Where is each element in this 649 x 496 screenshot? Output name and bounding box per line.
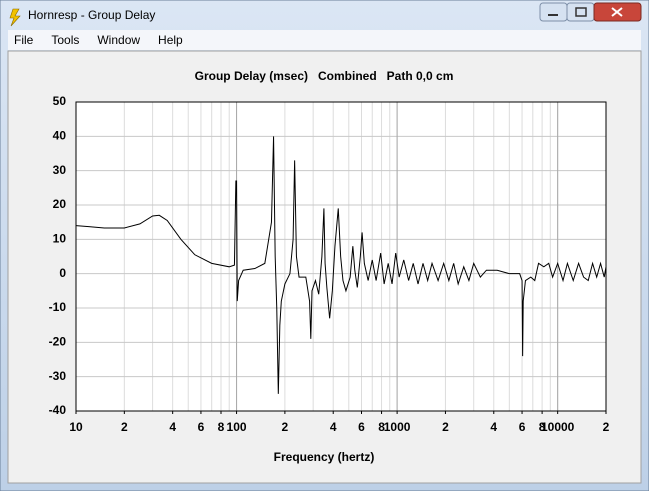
close-icon: [611, 7, 623, 17]
x-tick-label: 8: [539, 420, 546, 434]
x-tick-label: 4: [169, 420, 176, 434]
x-tick-label: 8: [218, 420, 225, 434]
x-tick-label: 6: [358, 420, 365, 434]
menu: File Tools Window Help: [14, 33, 183, 47]
plot-border: [75, 101, 607, 412]
menu-item[interactable]: File: [14, 33, 34, 47]
x-tick-label: 10000: [541, 420, 575, 434]
x-tick-label: 6: [519, 420, 526, 434]
maximize-button[interactable]: [566, 2, 595, 22]
x-tick-label: 2: [442, 420, 449, 434]
x-tick-label: 8: [378, 420, 385, 434]
x-tick-label: 1000: [384, 420, 411, 434]
y-tick-label: 50: [53, 94, 67, 108]
x-axis-label: Frequency (hertz): [274, 450, 375, 464]
x-tick-label: 2: [603, 420, 610, 434]
y-tick-label: 10: [53, 232, 67, 246]
x-tick-label: 2: [282, 420, 289, 434]
x-tick-label: 6: [198, 420, 205, 434]
y-tick-label: 20: [53, 197, 67, 211]
y-tick-label: 0: [59, 266, 66, 280]
chart-title: Group Delay (msec) Combined Path 0,0 cm: [195, 69, 454, 83]
y-tick-label: 30: [53, 163, 67, 177]
minimize-button[interactable]: [539, 2, 568, 22]
menu-item[interactable]: Tools: [51, 33, 79, 47]
y-tick-label: -20: [49, 335, 67, 349]
menu-item[interactable]: Help: [158, 33, 183, 47]
x-tick-label: 100: [227, 420, 247, 434]
maximize-icon: [575, 7, 587, 17]
y-tick-label: -10: [49, 300, 67, 314]
y-tick-label: -40: [49, 403, 67, 417]
x-tick-label: 10: [69, 420, 83, 434]
app-icon: [9, 8, 21, 27]
y-tick-label: 40: [53, 129, 67, 143]
x-tick-label: 4: [330, 420, 337, 434]
menu-bar: [8, 30, 641, 50]
menu-item[interactable]: Window: [97, 33, 140, 47]
data-line: [75, 136, 607, 394]
window-title: Hornresp - Group Delay: [28, 8, 155, 22]
x-tick-label: 2: [121, 420, 128, 434]
x-tick-label: 4: [490, 420, 497, 434]
y-tick-label: -30: [49, 369, 67, 383]
